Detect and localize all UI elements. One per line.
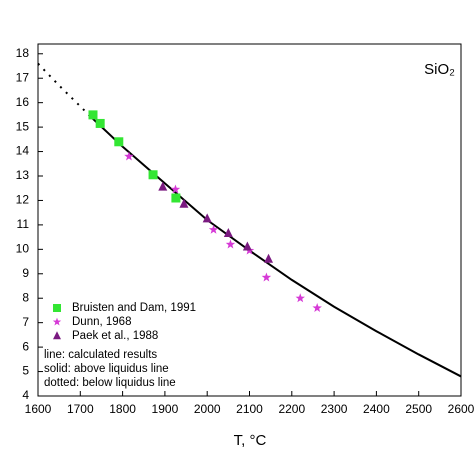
x-tick-label: 1900 [152,402,179,416]
x-tick-label: 1700 [67,402,94,416]
calculated-line [88,114,462,378]
y-tick-label: 10 [16,242,30,256]
square-marker [148,170,158,180]
star-marker [225,239,236,249]
square-marker [114,137,124,147]
legend-label: Dunn, 1968 [72,316,131,328]
y-tick-label: 14 [16,144,30,158]
x-tick-label: 1800 [109,402,136,416]
star-marker [295,293,305,303]
square-marker [171,193,181,203]
star-marker [124,151,134,161]
y-tick-label: 5 [22,364,29,378]
y-tick-label: 18 [16,46,30,60]
x-tick-label: 2000 [194,402,221,416]
triangle-marker [242,241,252,251]
chart-annotation: SiO₂ [424,61,455,78]
triangle-marker [179,198,189,208]
square-marker [88,110,98,120]
star-marker [170,184,181,194]
star-marker [312,303,322,313]
y-tick-label: 4 [22,388,29,402]
star-marker [208,224,219,234]
legend-label: Bruisten and Dam, 1991 [72,302,196,314]
triangle-marker [202,213,212,223]
y-tick-label: 8 [22,290,29,304]
square-marker [95,118,105,128]
y-tick-label: 16 [16,95,30,109]
y-tick-label: 12 [16,193,30,207]
x-tick-label: 2300 [321,402,348,416]
square-marker [53,304,61,312]
y-tick-label: 6 [22,339,29,353]
y-tick-label: 11 [17,217,30,231]
x-axis-title: T, °C [234,432,267,449]
x-tick-label: 1600 [25,402,52,416]
calculated-line [37,62,90,116]
legend-label: Paek et al., 1988 [72,330,158,342]
y-tick-label: 13 [16,168,30,182]
x-tick-label: 2200 [278,402,305,416]
x-tick-label: 2100 [236,402,263,416]
star-marker [52,317,62,326]
x-tick-label: 2500 [405,402,432,416]
triangle-marker [223,228,233,238]
star-marker [261,272,272,282]
triangle-marker [158,181,168,191]
y-tick-label: 7 [22,315,29,329]
y-tick-label: 17 [16,70,30,84]
y-tick-label: 15 [16,119,30,133]
annotation: line: calculated results [44,349,157,361]
triangle-marker [264,253,274,263]
annotation: solid: above liquidus line [44,363,169,375]
x-tick-label: 2600 [448,402,474,416]
x-tick-label: 2400 [363,402,390,416]
y-tick-label: 9 [22,266,29,280]
annotation: dotted: below liquidus line [44,377,176,389]
triangle-marker [53,331,61,340]
